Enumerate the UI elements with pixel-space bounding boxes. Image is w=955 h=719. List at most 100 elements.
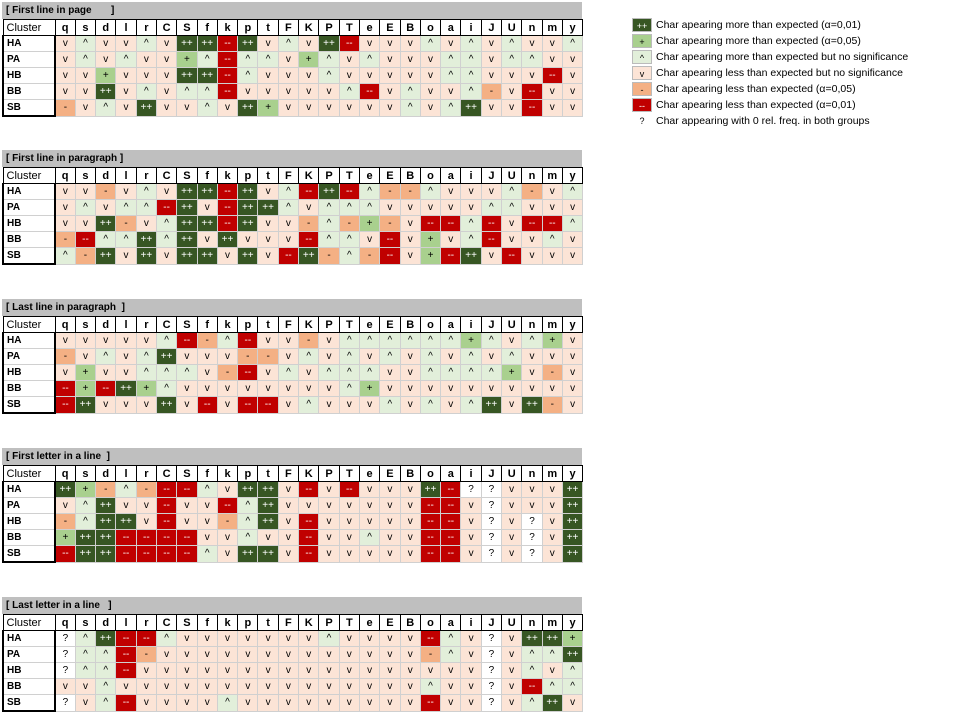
table-cell: v	[196, 662, 218, 679]
table-cell: ^	[399, 99, 421, 117]
section-2: [ Last line in paragraph ] Cluster q s d l r C S…	[2, 299, 584, 414]
table-cell: ++	[480, 396, 503, 414]
table-cell: ^	[237, 529, 259, 546]
column-header: B	[399, 19, 421, 36]
cluster-label: HB	[2, 662, 56, 679]
column-header: P	[318, 19, 340, 36]
table-cell: ^	[379, 396, 401, 414]
cluster-header: Cluster	[2, 167, 56, 184]
table-cell: v	[176, 694, 198, 712]
table-cell: ?	[521, 513, 543, 530]
table-cell: v	[541, 199, 563, 216]
table-cell: --	[115, 545, 137, 563]
cluster-label: PA	[2, 51, 56, 68]
legend-swatch: --	[632, 98, 652, 112]
column-header: o	[419, 167, 442, 184]
table-cell: --	[338, 183, 360, 200]
column-header: r	[135, 19, 157, 36]
table-cell: v	[318, 396, 340, 414]
table-cell: v	[561, 231, 584, 248]
table-cell: ^	[480, 364, 503, 381]
table-cell: v	[379, 481, 401, 498]
table-cell: v	[460, 662, 482, 679]
table-cell: v	[257, 364, 279, 381]
table-cell: v	[338, 662, 360, 679]
column-header: k	[216, 614, 239, 631]
column-header: t	[257, 316, 279, 333]
table-cell: ++	[74, 529, 97, 546]
column-header: K	[298, 316, 320, 333]
table-cell: ++	[298, 247, 320, 265]
table-cell: v	[196, 231, 218, 248]
table-row: SB ^ - ++ v ++ v ++ ++ v ++ v -- ++ - ^ - -- v + -- ++ v -- v v v	[2, 247, 584, 265]
table-cell: ^	[115, 199, 137, 216]
table-cell: ^	[379, 332, 401, 349]
column-header: r	[135, 465, 157, 482]
table-cell: v	[440, 694, 462, 712]
table-cell: --	[54, 396, 76, 414]
table-cell: ++	[561, 646, 584, 663]
table-cell: +	[541, 332, 563, 349]
section-title: [ First line in paragraph ]	[2, 150, 582, 167]
column-header: P	[318, 614, 340, 631]
table-cell: ?	[54, 630, 76, 647]
table-cell: v	[379, 83, 401, 100]
column-header: s	[74, 465, 97, 482]
table-cell: v	[216, 529, 239, 546]
table-cell: v	[501, 513, 523, 530]
table-cell: ++	[237, 481, 259, 498]
table-cell: --	[155, 545, 178, 563]
column-header: S	[176, 19, 198, 36]
table-cell: v	[541, 99, 563, 117]
table-cell: v	[277, 99, 300, 117]
table-cell: v	[216, 646, 239, 663]
table-cell: +	[74, 364, 97, 381]
legend-text: Char apearing less than expected (α=0,05…	[656, 83, 856, 95]
table-cell: ^	[521, 332, 543, 349]
table-cell: ^	[115, 231, 137, 248]
table-cell: v	[521, 348, 543, 365]
table-cell: ++	[54, 481, 76, 498]
table-cell: ^	[74, 199, 97, 216]
cluster-label: SB	[2, 99, 56, 117]
legend-swatch: +	[632, 34, 652, 48]
table-cell: v	[257, 67, 279, 84]
table-cell: v	[338, 67, 360, 84]
table-cell: -	[358, 247, 381, 265]
table-row: HA v v v v v ^ -- - ^ -- v v - v ^ ^ ^ ^ ^ ^ + ^ v ^ + v	[2, 332, 584, 349]
table-cell: ^	[358, 51, 381, 68]
column-header: F	[277, 167, 300, 184]
table-cell: ^	[74, 662, 97, 679]
column-header: e	[358, 465, 381, 482]
table-cell: --	[440, 529, 462, 546]
table-cell: v	[561, 199, 584, 216]
table-cell: v	[399, 545, 421, 563]
column-header: i	[460, 316, 482, 333]
column-header: C	[155, 465, 178, 482]
table-cell: v	[358, 67, 381, 84]
table-cell: v	[277, 481, 300, 498]
table-cell: ++	[95, 513, 117, 530]
legend-text: Char apearing more than expected (α=0,05…	[656, 35, 861, 47]
table-cell: ^	[561, 215, 584, 232]
table-cell: v	[54, 364, 76, 381]
table-cell: v	[196, 529, 218, 546]
column-header: s	[74, 316, 97, 333]
table-cell: ++	[237, 545, 259, 563]
column-header: q	[54, 614, 76, 631]
table-cell: --	[419, 694, 442, 712]
table-cell: v	[115, 67, 137, 84]
table-cell: v	[277, 67, 300, 84]
section-title: [ First line in page ]	[2, 2, 582, 19]
legend-item: v Char apearing less than expected but no…	[632, 65, 952, 81]
table-cell: v	[501, 99, 523, 117]
column-header: C	[155, 316, 178, 333]
table-cell: ++	[216, 231, 239, 248]
table-cell: +	[298, 51, 320, 68]
table-cell: v	[501, 481, 523, 498]
column-header: o	[419, 19, 442, 36]
table-cell: v	[277, 678, 300, 695]
